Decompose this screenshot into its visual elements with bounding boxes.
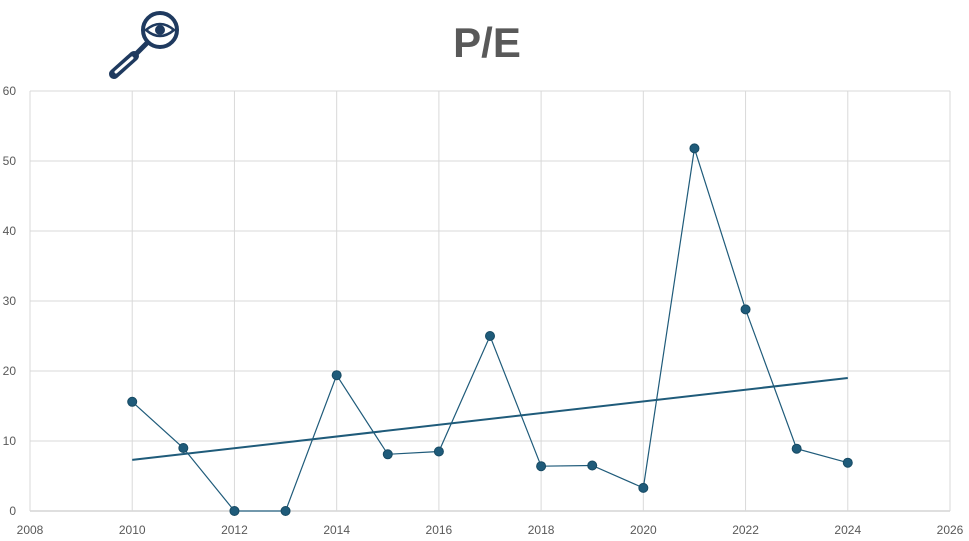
grid [29, 90, 951, 512]
series-line [131, 148, 848, 512]
data-point [791, 443, 802, 454]
data-point [842, 457, 853, 468]
x-tick-label: 2014 [323, 523, 350, 537]
y-tick-label: 50 [3, 154, 17, 168]
x-tick-label: 2026 [937, 523, 964, 537]
y-tick-label: 40 [3, 224, 17, 238]
x-tick-label: 2024 [834, 523, 861, 537]
x-tick-label: 2012 [221, 523, 248, 537]
x-tick-label: 2022 [732, 523, 759, 537]
y-tick-label: 10 [3, 434, 17, 448]
data-point [229, 506, 240, 516]
x-tick-label: 2020 [630, 523, 657, 537]
y-tick-label: 60 [3, 84, 17, 98]
data-point [587, 460, 598, 471]
data-point [638, 482, 649, 493]
y-tick-label: 20 [3, 364, 17, 378]
y-tick-label: 30 [3, 294, 17, 308]
data-point [536, 461, 547, 472]
data-point [485, 331, 495, 341]
data-point [178, 443, 189, 453]
x-tick-label: 2008 [17, 523, 44, 537]
data-point [127, 396, 138, 407]
data-point [689, 143, 700, 154]
data-point [740, 304, 751, 315]
data-point [280, 506, 291, 516]
trendline [132, 377, 848, 461]
y-tick-label: 0 [9, 504, 16, 518]
data-point [331, 370, 342, 381]
tick-labels: 0 10 20 30 40 50 60 2008 2010 2012 2014 2016 2018 202… [3, 84, 964, 537]
chart-title: P/E [453, 19, 521, 66]
magnifier-eye-icon [109, 11, 179, 79]
x-tick-label: 2016 [426, 523, 453, 537]
x-tick-label: 2010 [119, 523, 146, 537]
x-tick-label: 2018 [528, 523, 555, 537]
data-point [382, 449, 393, 460]
data-point [433, 446, 444, 457]
series [127, 143, 853, 516]
